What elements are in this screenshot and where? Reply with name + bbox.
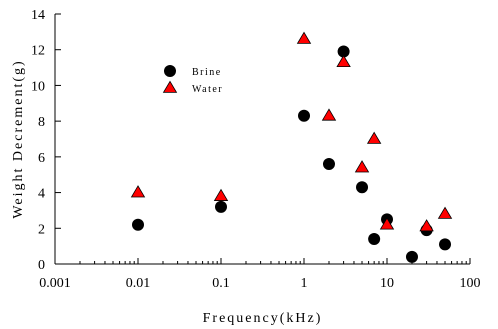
x-tick-label: 10 [380, 276, 394, 291]
data-point-water [130, 185, 146, 198]
data-point-water [296, 31, 312, 44]
data-point-brine [215, 200, 227, 213]
series-brine [132, 45, 452, 263]
data-point-brine [356, 181, 369, 194]
data-point-brine [368, 233, 381, 245]
y-tick-label: 14 [31, 8, 45, 23]
y-tick-label: 0 [38, 258, 45, 273]
legend-label-water: Water [192, 84, 223, 95]
data-points [130, 31, 453, 263]
legend-marker-water [162, 80, 178, 93]
data-point-brine [322, 158, 335, 170]
y-axis-title: Weight Decrement(g) [11, 59, 26, 218]
y-tick-label: 10 [31, 79, 45, 94]
legend-label-brine: Brine [192, 67, 222, 78]
data-point-water [321, 108, 337, 121]
y-tick-label: 12 [31, 44, 45, 59]
data-point-water [354, 160, 370, 173]
x-tick-label: 0.01 [126, 276, 151, 291]
y-tick-label: 4 [38, 187, 45, 202]
axes [54, 14, 470, 265]
y-axis-ticks: 0 2 4 6 8 10 12 14 [31, 8, 61, 273]
data-point-brine [439, 238, 452, 251]
y-tick-label: 8 [38, 115, 45, 130]
data-point-brine [298, 109, 310, 122]
data-point-water [419, 219, 434, 232]
x-axis-ticks: 0.001 0.01 0.1 1 10 100 [39, 258, 481, 291]
series-water [130, 31, 453, 232]
data-point-brine [337, 45, 350, 58]
x-axis-title: Frequency(kHz) [203, 311, 323, 326]
y-tick-label: 6 [38, 151, 45, 166]
data-point-water [366, 131, 382, 144]
data-point-water [437, 206, 453, 219]
data-point-brine [405, 250, 418, 263]
data-point-brine [132, 218, 144, 231]
x-tick-label: 1 [301, 276, 308, 291]
legend: Brine Water [162, 65, 223, 95]
data-point-water [379, 217, 395, 230]
x-tick-label: 0.1 [212, 276, 230, 291]
legend-marker-brine [164, 65, 176, 77]
data-point-water [336, 54, 351, 68]
x-tick-label: 100 [460, 276, 481, 291]
x-tick-label: 0.001 [39, 276, 71, 291]
data-point-water [213, 188, 229, 201]
y-tick-label: 2 [38, 222, 45, 237]
